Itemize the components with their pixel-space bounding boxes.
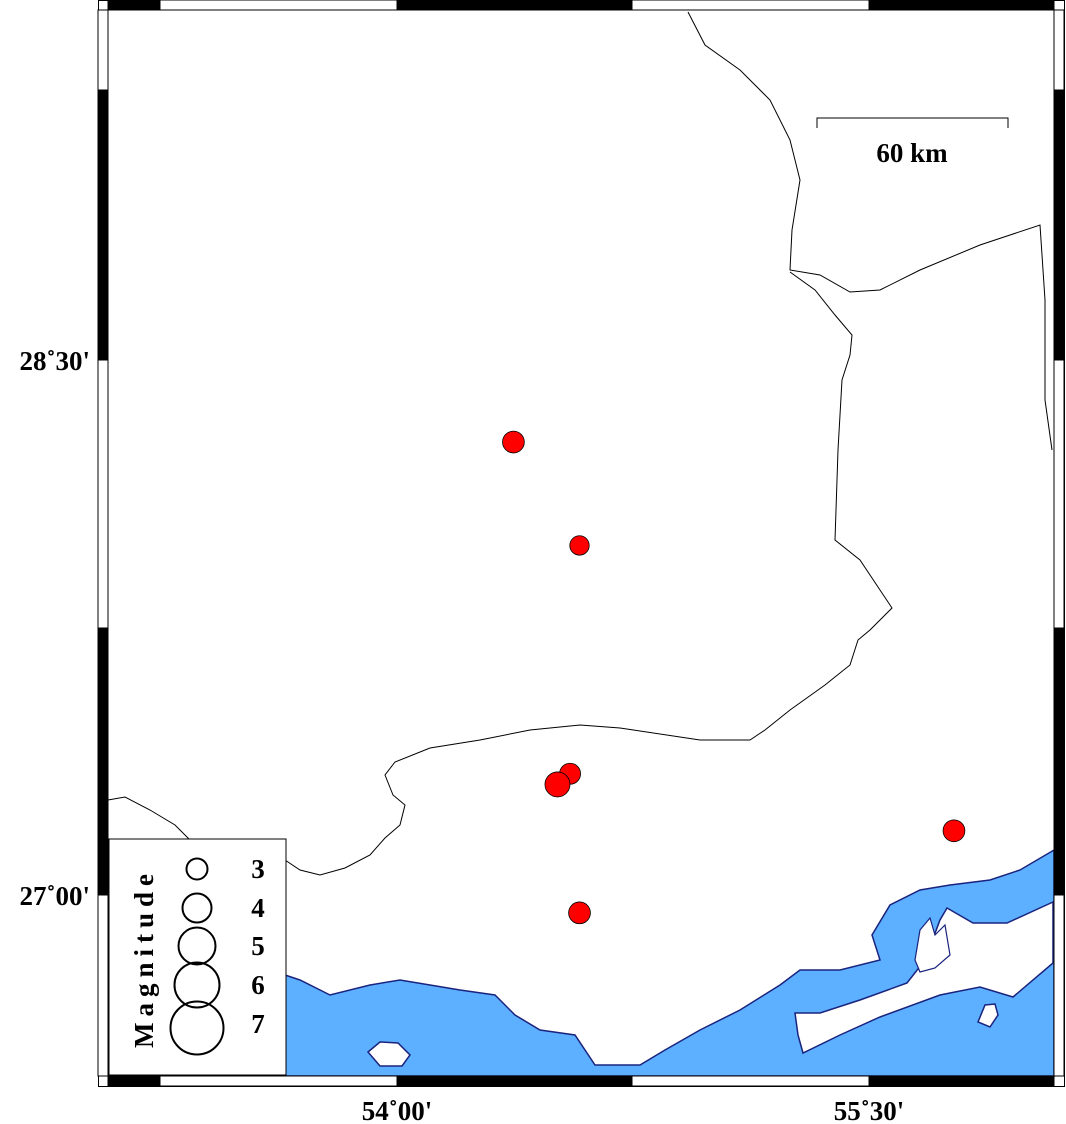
frame-segment <box>868 1075 1055 1087</box>
earthquake-event <box>569 535 590 556</box>
frame-segment <box>1053 9 1065 91</box>
earthquake-event <box>568 901 591 925</box>
legend-title: Magnitude <box>129 868 159 1048</box>
frame-segment <box>97 894 109 1077</box>
frame-segment <box>107 0 161 11</box>
lon-label-55-30: 55˚30' <box>834 1096 905 1124</box>
legend-label: 3 <box>251 854 265 884</box>
island-small-west <box>366 1041 411 1067</box>
events-layer <box>502 430 966 925</box>
frame-segment <box>97 9 109 91</box>
lat-label-28-30: 28˚30' <box>20 346 91 376</box>
scale-bar-label: 60 km <box>876 138 948 168</box>
legend-label: 5 <box>251 931 265 961</box>
map-frame <box>97 0 1065 1087</box>
frame-segment <box>396 0 633 11</box>
legend-symbol <box>173 961 221 1009</box>
frame-segment <box>97 359 109 629</box>
island-qeshm <box>794 900 1054 1055</box>
frame-segment <box>159 1075 398 1087</box>
frame-segment <box>97 89 109 361</box>
legend-symbol <box>169 1000 225 1056</box>
legend: Magnitude 3 4 5 6 7 <box>108 838 287 1076</box>
frame-segment <box>868 0 1055 11</box>
lat-label-27-00: 27˚00' <box>20 881 91 911</box>
legend-symbol <box>177 926 217 966</box>
frame-segment <box>1053 89 1065 361</box>
scale-bar: 60 km <box>816 117 1009 168</box>
legend-label: 6 <box>251 970 265 1000</box>
frame-segment <box>1053 894 1065 1077</box>
island-small-east <box>977 1003 999 1028</box>
earthquake-event <box>544 771 571 798</box>
frame-segment <box>159 0 398 11</box>
frame-segment <box>631 1075 870 1087</box>
mangrove-islets <box>914 916 951 973</box>
legend-label: 7 <box>251 1009 265 1039</box>
province-boundaries <box>107 11 1053 876</box>
frame-segment <box>97 627 109 896</box>
legend-symbol <box>185 857 209 881</box>
frame-segment <box>631 0 870 11</box>
frame-segment <box>1053 627 1065 896</box>
frame-segment <box>1053 359 1065 629</box>
earthquake-event <box>502 430 525 454</box>
frame-segment <box>107 1075 161 1087</box>
earthquake-event <box>942 819 966 843</box>
frame-segment <box>396 1075 633 1087</box>
legend-symbol <box>181 892 213 924</box>
legend-label: 4 <box>251 893 265 923</box>
lon-label-54-00: 54˚00' <box>362 1096 433 1124</box>
